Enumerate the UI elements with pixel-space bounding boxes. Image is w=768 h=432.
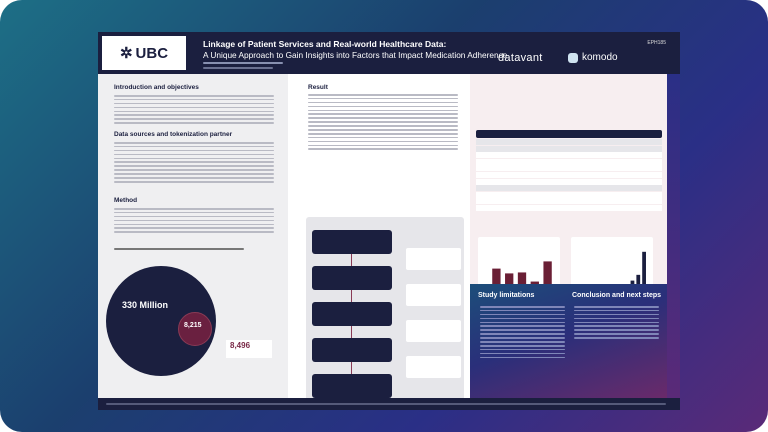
poster: ✲ UBC Linkage of Patient Services and Rea… — [98, 32, 680, 410]
intro-text — [114, 95, 274, 126]
method-heading: Method — [114, 197, 138, 204]
figure1-overlap-value: 8,215 — [184, 322, 202, 329]
intro-heading: Introduction and objectives — [114, 84, 199, 91]
affiliation — [203, 67, 273, 71]
figure1-partner-value: 8,496 — [230, 341, 251, 350]
data-sources-text — [114, 142, 274, 185]
flow-step-3 — [312, 302, 392, 326]
poster-header: ✲ UBC Linkage of Patient Services and Rea… — [98, 32, 680, 74]
conclusion-text — [574, 306, 659, 341]
flow-exclusion-2 — [406, 284, 461, 306]
flow-exclusion-4 — [406, 356, 461, 378]
ubc-logo-icon: ✲ — [119, 45, 133, 62]
bar — [642, 251, 646, 295]
figure1-partner-box — [226, 340, 272, 358]
datavant-logo: datavant — [498, 52, 543, 64]
flow-step-2 — [312, 266, 392, 290]
result-text — [308, 94, 458, 152]
conclusion-heading: Conclusion and next steps — [572, 292, 662, 299]
ubc-logo-text: UBC — [135, 44, 169, 62]
poster-title: Linkage of Patient Services and Real-wor… — [203, 39, 447, 49]
poster-subtitle: A Unique Approach to Gain Insights into … — [203, 50, 508, 60]
flow-step-5 — [312, 374, 392, 398]
limitations-heading: Study limitations — [478, 292, 535, 299]
result-heading: Result — [308, 84, 328, 91]
poster-code: EPH185 — [647, 40, 666, 46]
bar — [492, 268, 501, 295]
limitations-text — [480, 306, 565, 360]
komodo-icon — [568, 52, 578, 63]
poster-footer — [98, 398, 680, 410]
flow-step-4 — [312, 338, 392, 362]
method-text — [114, 208, 274, 235]
komodo-logo: komodo — [568, 52, 618, 63]
flow-step-1 — [312, 230, 392, 254]
limitations-conclusion-panel: Study limitations Conclusion and next st… — [470, 284, 667, 398]
ubc-logo: ✲ UBC — [102, 36, 186, 70]
figure1-caption — [114, 248, 244, 252]
flow-exclusion-3 — [406, 320, 461, 342]
flow-exclusion-1 — [406, 248, 461, 270]
figure1-total-value: 330 Million — [122, 300, 169, 310]
side-strip — [667, 74, 680, 398]
authors — [203, 62, 283, 66]
table1 — [476, 130, 662, 212]
data-sources-heading: Data sources and tokenization partner — [114, 131, 233, 138]
figure1-overlap-circle — [178, 312, 212, 346]
bar — [543, 261, 552, 295]
komodo-text: komodo — [582, 52, 618, 63]
bar — [517, 272, 527, 295]
